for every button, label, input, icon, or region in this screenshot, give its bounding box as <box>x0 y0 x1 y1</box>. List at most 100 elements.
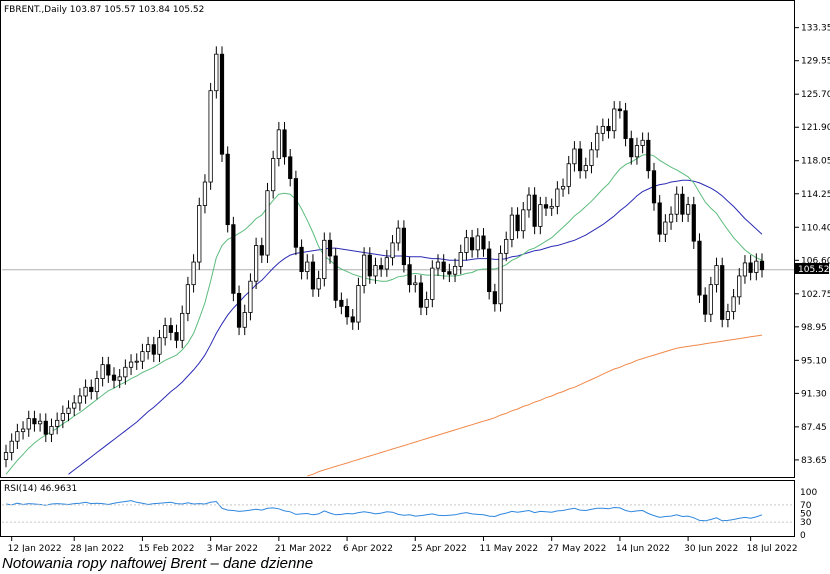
candle-body <box>293 178 299 248</box>
candle-body <box>373 265 378 277</box>
candle-body <box>629 138 634 158</box>
candle-body <box>356 285 361 323</box>
candle-body <box>288 156 293 179</box>
candle-body <box>259 245 264 256</box>
candle-body <box>310 261 316 290</box>
rsi-line <box>5 500 763 522</box>
candle-body <box>606 125 611 132</box>
candle-body <box>674 193 679 215</box>
candle-body <box>379 265 384 270</box>
caption: Notowania ropy naftowej Brent – dane dzi… <box>2 555 314 572</box>
chart-header: FBRENT.,Daily 103.87 105.57 103.84 105.5… <box>4 5 204 15</box>
rsi-tick-label: 70 <box>800 501 812 511</box>
candle-body <box>526 194 532 211</box>
candle-body <box>191 261 196 286</box>
y-tick-label: 125.70 <box>801 90 830 100</box>
candle-body <box>77 395 83 404</box>
candle-body <box>185 284 190 314</box>
candle-body <box>401 227 407 266</box>
candle-body <box>680 193 685 215</box>
y-tick-label: 98.95 <box>801 323 827 333</box>
x-tick-label: 6 Apr 2022 <box>343 544 393 552</box>
ma-200-line <box>307 334 763 477</box>
candle-body <box>202 181 208 206</box>
candle-body <box>640 139 645 146</box>
candle-body <box>55 419 60 427</box>
x-tick-label: 14 Jun 2022 <box>616 544 670 552</box>
candle-body <box>106 364 111 376</box>
candle-body <box>145 344 151 353</box>
candle-body <box>3 452 9 460</box>
ma-slow-line <box>68 179 763 475</box>
candle-body <box>515 214 520 232</box>
y-tick-label: 87.45 <box>801 423 827 433</box>
y-tick-label: 95.10 <box>801 356 827 366</box>
candle-body <box>708 284 713 315</box>
candle-body <box>435 261 441 269</box>
candle-body <box>583 165 588 172</box>
candle-body <box>578 148 583 172</box>
candle-body <box>134 360 139 363</box>
x-tick-label: 12 Jan 2022 <box>8 544 62 552</box>
y-tick-label: 121.90 <box>801 123 830 133</box>
candle-body <box>168 325 173 333</box>
candle-body <box>66 407 71 414</box>
candle-body <box>100 364 105 379</box>
candle-body <box>560 185 566 190</box>
candle-body <box>282 129 287 158</box>
candle-body <box>83 386 88 397</box>
candle-body <box>322 239 327 279</box>
candle-body <box>595 132 600 151</box>
candle-body <box>214 53 219 92</box>
candle-body <box>344 306 350 318</box>
candle-body <box>668 213 674 223</box>
candle-body <box>407 264 412 286</box>
candle-body <box>651 170 657 204</box>
candle-body <box>418 282 424 308</box>
candle-body <box>271 158 276 192</box>
candle-body <box>475 235 480 251</box>
x-tick-label: 25 Apr 2022 <box>411 544 467 552</box>
y-tick-label: 114.25 <box>801 190 830 200</box>
candle-body <box>731 296 736 313</box>
candle-body <box>452 265 458 275</box>
y-tick-label: 110.40 <box>801 223 830 233</box>
candle-body <box>208 90 213 183</box>
candle-body <box>623 110 628 139</box>
candle-body <box>538 204 543 227</box>
candle-body <box>219 53 225 155</box>
candle-body <box>572 148 577 165</box>
candle-body <box>117 376 122 381</box>
candle-body <box>157 337 162 355</box>
candle-body <box>305 261 310 273</box>
candle-body <box>691 204 696 242</box>
candle-body <box>151 344 156 355</box>
candle-body <box>265 190 270 256</box>
candle-body <box>350 316 355 323</box>
rsi-tick-label: 50 <box>800 510 812 520</box>
y-tick-label: 102.75 <box>801 290 830 300</box>
candle-body <box>532 194 537 227</box>
candle-body <box>714 265 719 286</box>
x-tick-label: 30 Jun 2022 <box>684 544 738 552</box>
candle-body <box>339 299 344 307</box>
candle-body <box>487 248 492 293</box>
candle-body <box>430 267 435 300</box>
candle-body <box>276 129 281 159</box>
candle-body <box>481 235 486 250</box>
candle-body <box>111 374 117 381</box>
candle-body <box>612 108 617 132</box>
y-tick-label: 133.35 <box>801 24 830 34</box>
x-tick-label: 3 Mar 2022 <box>207 544 258 552</box>
candle-body <box>242 312 247 328</box>
candle-body <box>174 332 179 341</box>
candle-body <box>333 255 338 301</box>
candle-body <box>390 242 395 259</box>
candle-body <box>589 149 594 166</box>
candle-body <box>15 431 20 442</box>
candle-body <box>549 205 554 209</box>
candle-body <box>447 271 452 275</box>
x-tick-label: 21 Mar 2022 <box>275 544 332 552</box>
candle-body <box>26 418 31 430</box>
